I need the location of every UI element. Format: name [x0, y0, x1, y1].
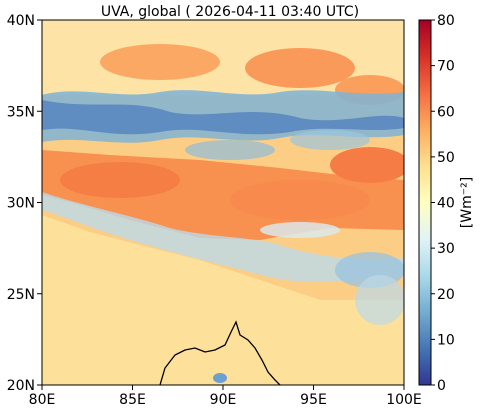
y-tick-label: 20N: [7, 378, 35, 394]
colorbar-tick-label: 80: [437, 13, 455, 29]
x-tick-label: 100E: [386, 392, 422, 408]
colorbar-ticks: 0 10 20 30 40 50 60 70 80: [431, 13, 455, 394]
x-tick-label: 85E: [119, 392, 146, 408]
y-axis: 20N 25N 30N 35N 40N: [7, 13, 42, 394]
colorbar-tick-label: 20: [437, 287, 455, 303]
plot-title: UVA, global ( 2026-04-11 03:40 UTC): [101, 4, 359, 20]
colorbar-tick-label: 30: [437, 241, 455, 257]
x-tick-label: 80E: [29, 392, 56, 408]
colorbar-tick-label: 60: [437, 104, 455, 120]
colorbar-tick-label: 50: [437, 150, 455, 166]
colorbar-label: [Wm⁻²]: [459, 177, 475, 228]
uva-field-map: [42, 20, 404, 385]
x-axis: 80E 85E 90E 95E 100E: [29, 385, 422, 408]
y-tick-label: 40N: [7, 13, 35, 29]
coastline: [159, 320, 281, 385]
x-tick-label: 95E: [300, 392, 327, 408]
colorbar-tick-label: 0: [437, 378, 446, 394]
colorbar-tick-label: 10: [437, 332, 455, 348]
colorbar-tick-label: 40: [437, 196, 455, 212]
y-tick-label: 30N: [7, 196, 35, 212]
y-tick-label: 25N: [7, 287, 35, 303]
colorbar: 0 10 20 30 40 50 60 70 80 [Wm⁻²]: [418, 13, 475, 394]
colorbar-gradient: [418, 19, 432, 386]
colorbar-tick-label: 70: [437, 59, 455, 75]
x-tick-label: 90E: [210, 392, 237, 408]
y-tick-label: 35N: [7, 104, 35, 120]
